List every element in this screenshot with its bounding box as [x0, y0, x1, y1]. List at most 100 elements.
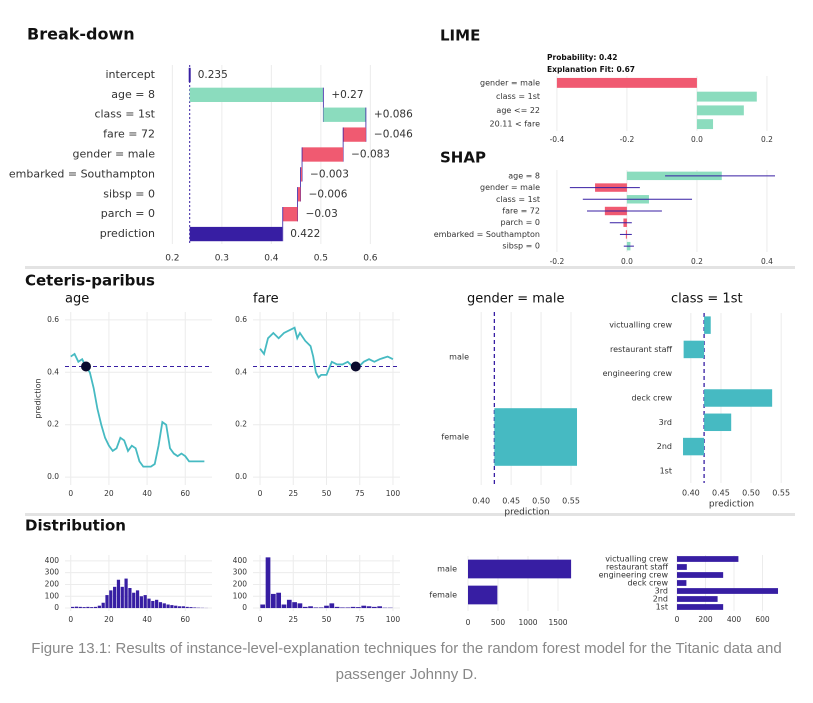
histogram-bar [371, 606, 377, 609]
category-label: fare = 72 [502, 207, 540, 216]
bar [323, 107, 366, 122]
category-label: 2nd [653, 595, 668, 604]
bar [696, 119, 714, 130]
x-tick-label: 0.50 [532, 497, 550, 506]
x-tick-label: 60 [180, 615, 190, 624]
category-label: deck crew [631, 394, 672, 403]
bar [704, 413, 732, 432]
y-tick-label: 300 [233, 568, 248, 577]
value-label: 0.235 [198, 69, 228, 81]
x-tick-label: 0.45 [712, 489, 730, 498]
x-tick-label: 200 [698, 615, 713, 624]
histogram-bar [313, 607, 319, 609]
category-label: age = 8 [508, 171, 540, 180]
histogram-bar [189, 607, 193, 609]
bar [302, 147, 344, 162]
chart-title: class = 1st [671, 292, 743, 307]
category-label: male [449, 353, 469, 362]
category-label: sibsp = 0 [103, 187, 155, 200]
histogram-bar [93, 606, 98, 609]
histogram-bar [270, 593, 276, 609]
bar [282, 207, 298, 222]
category-label: deck crew [627, 579, 668, 588]
x-tick-label: 1500 [548, 618, 567, 627]
x-tick-label: -0.2 [550, 257, 565, 266]
y-tick-label: 0.6 [235, 315, 247, 324]
histogram-bar [329, 603, 335, 609]
category-label: 1st [660, 466, 672, 475]
bar [494, 408, 578, 466]
y-tick-label: 200 [45, 579, 60, 588]
y-tick-label: 400 [233, 556, 248, 565]
value-label: −0.006 [309, 188, 348, 200]
category-label: parch = 0 [501, 218, 540, 227]
x-tick-label: 25 [288, 489, 298, 498]
histogram-bar [151, 600, 155, 609]
y-tick-label: 400 [45, 556, 60, 565]
annotation: Explanation Fit: 0.67 [547, 65, 635, 74]
y-tick-label: 0.4 [47, 367, 59, 376]
histogram-bar [155, 599, 159, 609]
histogram-bar [281, 604, 287, 609]
histogram-bar [71, 606, 75, 609]
histogram-bar [124, 578, 128, 609]
x-tick-label: 0.55 [562, 497, 580, 506]
category-label: class = 1st [94, 108, 155, 121]
category-label: 2nd [657, 442, 672, 451]
x-tick-label: 0.2 [761, 135, 773, 144]
category-label: gender = male [480, 183, 540, 192]
y-tick-label: 200 [233, 579, 248, 588]
x-tick-label: 400 [727, 615, 742, 624]
x-tick-label: 100 [386, 615, 401, 624]
y-tick-label: 0.0 [235, 472, 247, 481]
histogram-bar [260, 604, 266, 609]
histogram-bar [345, 607, 351, 609]
y-tick-label: 100 [233, 591, 248, 600]
x-tick-label: 0 [258, 489, 263, 498]
separator [25, 266, 795, 269]
category-label: gender = male [480, 78, 540, 87]
histogram-bar [297, 603, 303, 609]
x-tick-label: 0.4 [264, 254, 279, 264]
x-tick-label: 0.2 [691, 257, 703, 266]
histogram-bar [143, 595, 147, 609]
category-label: engineering crew [603, 369, 673, 378]
histogram-bar [170, 605, 174, 609]
y-tick-label: 300 [45, 568, 60, 577]
bar [468, 559, 572, 579]
x-tick-label: 0.55 [772, 489, 790, 498]
bar [683, 437, 705, 456]
x-tick-label: 75 [355, 615, 365, 624]
histogram-bar [113, 586, 117, 609]
y-tick-label: 0.0 [47, 472, 59, 481]
bar [189, 226, 283, 242]
x-tick-label: 100 [386, 489, 401, 498]
histogram-bar [109, 590, 113, 609]
x-tick-label: 40 [142, 615, 152, 624]
caption: Figure 13.1: Results of instance-level-e… [31, 640, 782, 683]
y-tick-label: 0.2 [235, 420, 247, 429]
bar [676, 604, 724, 610]
histogram-bar [286, 599, 292, 609]
category-label: age = 8 [111, 88, 155, 101]
histogram-bar [292, 602, 297, 609]
histogram-bar [74, 606, 79, 609]
category-label: gender = male [73, 148, 156, 161]
x-tick-label: 0 [675, 615, 680, 624]
x-tick-label: 20 [104, 489, 114, 498]
category-label: restaurant staff [610, 345, 672, 354]
chart-title: fare [253, 292, 279, 307]
x-tick-label: 0.2 [165, 254, 179, 264]
histogram-bar [356, 607, 361, 609]
histogram-bar [139, 596, 143, 609]
category-label: male [437, 565, 457, 574]
x-tick-label: 25 [288, 615, 298, 624]
x-tick-label: -0.4 [550, 135, 565, 144]
category-label: prediction [100, 227, 155, 240]
annotation: Probability: 0.42 [547, 53, 617, 62]
category-label: age <= 22 [496, 106, 540, 115]
y-tick-label: 0.6 [47, 315, 59, 324]
x-tick-label: 0.6 [363, 254, 378, 264]
bar [300, 167, 303, 182]
x-tick-label: 0.0 [691, 135, 703, 144]
